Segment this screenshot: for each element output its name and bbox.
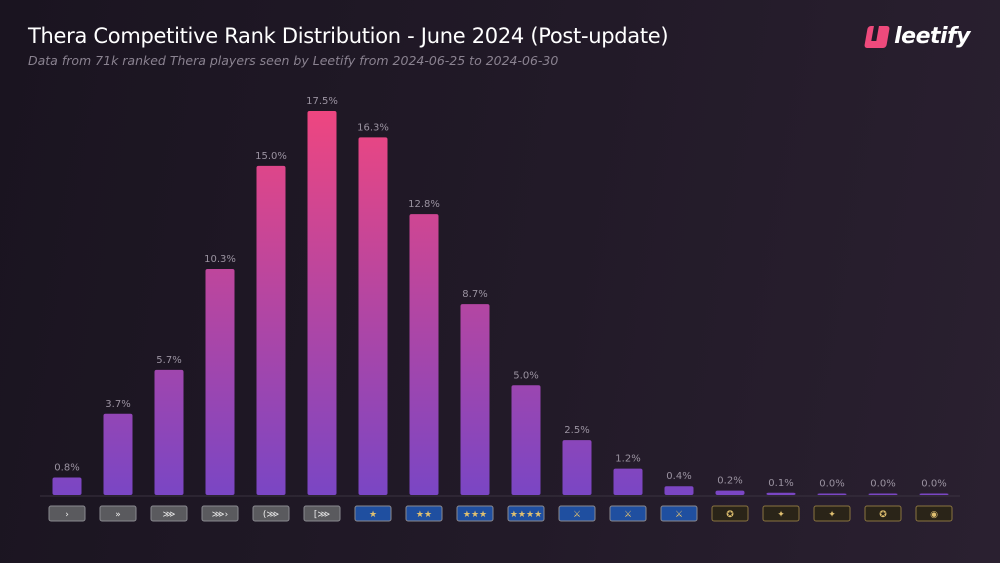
bar [205, 268, 235, 495]
rank-badge-icon [507, 505, 545, 522]
rank-badge-glyph: ✪ [726, 510, 734, 520]
rank-badge-icon [711, 505, 749, 522]
bar-label: 0.0% [819, 479, 844, 490]
bar [154, 369, 184, 495]
rank-badge-glyph: ⚔ [624, 510, 632, 520]
rank-badge-icon [48, 505, 86, 522]
bar-label: 17.5% [306, 96, 338, 107]
rank-badge-icon [252, 505, 290, 522]
bar [817, 493, 847, 495]
bar [307, 111, 337, 495]
bar-label: 12.8% [408, 199, 440, 210]
rank-badge-icon [354, 505, 392, 522]
bar [358, 137, 388, 495]
rank-badge-glyph: ◉ [930, 510, 938, 520]
rank-badge-icon [813, 505, 851, 522]
bar [613, 468, 643, 495]
rank-badge-icon [405, 505, 443, 522]
rank-badge-glyph: ★ [369, 510, 377, 520]
bar-label: 1.2% [615, 454, 640, 465]
rank-badge-icon [609, 505, 647, 522]
rank-badge-glyph: › [65, 510, 69, 520]
rank-badge-glyph: ⋙ [163, 510, 176, 520]
bar-label: 3.7% [105, 399, 130, 410]
bar-label: 8.7% [462, 289, 487, 300]
bar [511, 385, 541, 495]
bar-label: 0.1% [768, 478, 793, 489]
rank-badge-glyph: ★★ [416, 510, 432, 520]
logo-text: leetify [894, 24, 970, 49]
bar [664, 486, 694, 495]
bar-label: 0.2% [717, 476, 742, 487]
bar-label: 5.0% [513, 370, 538, 381]
rank-badge-glyph: (⋙ [263, 510, 280, 520]
bar-label: 15.0% [255, 151, 287, 162]
bar [103, 413, 133, 495]
bar-label: 0.8% [54, 462, 79, 473]
rank-badge-glyph: » [115, 510, 121, 520]
bar [715, 490, 745, 495]
rank-badge-icon [660, 505, 698, 522]
bar [52, 477, 82, 495]
bar-label: 5.7% [156, 355, 181, 366]
rank-badge-glyph: ✦ [828, 510, 836, 520]
bar-label: 2.5% [564, 425, 589, 436]
rank-badge-icon [201, 505, 239, 522]
rank-badge-icon [915, 505, 953, 522]
bar [460, 304, 490, 495]
chart-subtitle: Data from 71k ranked Thera players seen … [28, 53, 559, 68]
rank-badge-icon [558, 505, 596, 522]
bar-label: 0.0% [870, 479, 895, 490]
rank-badge-glyph: [⋙ [314, 510, 331, 520]
bar [562, 440, 592, 495]
bar [868, 493, 898, 495]
chart-title: Thera Competitive Rank Distribution - Ju… [28, 24, 669, 48]
rank-badge-icon [762, 505, 800, 522]
rank-badge-glyph: ✦ [777, 510, 785, 520]
rank-badge-glyph: ⋙› [212, 510, 228, 520]
rank-badge-icon [150, 505, 188, 522]
bar-label: 0.0% [921, 479, 946, 490]
bar [409, 214, 439, 496]
rank-badge-glyph: ★★★ [463, 510, 487, 520]
rank-badge-icon [99, 505, 137, 522]
rank-badge-glyph: ✪ [879, 510, 887, 520]
rank-badge-glyph: ⚔ [573, 510, 581, 520]
rank-badge-glyph: ⚔ [675, 510, 683, 520]
bar [919, 493, 949, 495]
bar [766, 492, 796, 495]
bar [256, 165, 286, 495]
bar-label: 10.3% [204, 254, 236, 265]
leetify-logo: leetify [864, 24, 970, 49]
bar-label: 16.3% [357, 122, 389, 133]
rank-badge-icon [456, 505, 494, 522]
rank-badge-icon [303, 505, 341, 522]
rank-badge-icon [864, 505, 902, 522]
rank-badge-glyph: ★★★★ [510, 510, 542, 520]
bar-label: 0.4% [666, 471, 691, 482]
